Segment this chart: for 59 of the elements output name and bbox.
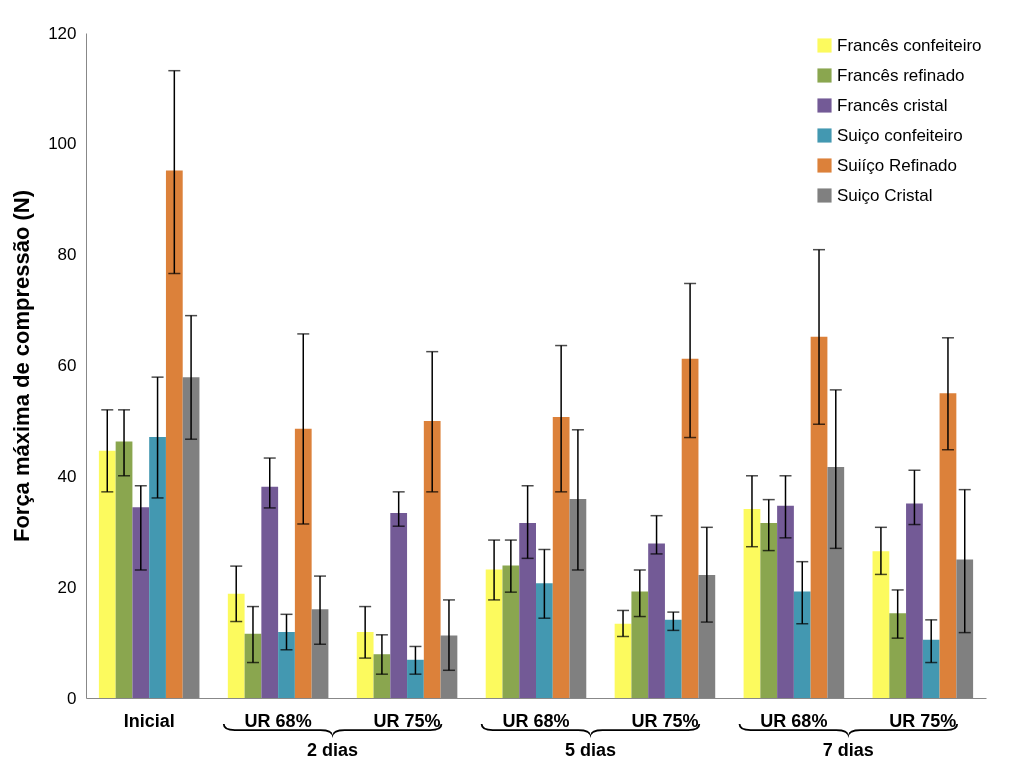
text: 2 dias	[307, 740, 359, 760]
y-axis-title: Força máxima de compressão (N)	[9, 189, 35, 543]
bar	[485, 569, 503, 698]
x-tick-label: Inicial	[123, 710, 175, 731]
legend-label: Francês cristal	[837, 95, 948, 115]
legend-label: Suiíço Refinado	[837, 155, 958, 175]
text: 7 dias	[822, 740, 874, 760]
bar	[423, 420, 441, 698]
y-tick-label: 100	[48, 134, 77, 154]
x-tick-label: UR 68%	[760, 710, 828, 731]
y-tick-label: 120	[48, 23, 77, 43]
x-tick-label: UR 75%	[889, 710, 957, 731]
y-tick-label: 20	[57, 577, 77, 597]
y-tick-label: 60	[57, 356, 77, 375]
bar	[149, 436, 166, 698]
bar	[631, 591, 649, 698]
bar	[872, 551, 890, 698]
bar	[356, 632, 374, 698]
x-tick-label: UR 75%	[631, 710, 699, 731]
bar	[115, 441, 133, 698]
legend-label: Suiço Cristal	[837, 185, 933, 205]
bar	[810, 336, 828, 698]
bar	[760, 522, 778, 698]
bar	[552, 417, 570, 698]
bar	[294, 428, 312, 698]
bar	[132, 507, 150, 698]
x-tick-label: UR 75%	[373, 710, 441, 731]
bar	[519, 522, 536, 698]
bar	[743, 509, 761, 698]
bar	[502, 565, 520, 698]
bar	[536, 583, 553, 698]
y-tick-label: 40	[57, 466, 77, 486]
legend-label: Francês refinado	[837, 65, 965, 85]
bar	[664, 619, 682, 698]
bar	[278, 632, 295, 698]
y-tick-label: 80	[57, 245, 77, 265]
bar	[165, 170, 183, 698]
x-tick-label: UR 68%	[244, 710, 312, 731]
bar	[939, 393, 957, 698]
legend-label: Suiço confeiteiro	[837, 125, 963, 145]
bar	[373, 654, 391, 698]
bar	[889, 613, 907, 698]
bar	[906, 503, 923, 698]
text: 5 dias	[564, 740, 616, 760]
bar	[614, 623, 632, 698]
bar	[922, 639, 940, 698]
bar	[227, 593, 245, 698]
bar	[98, 450, 116, 698]
legend-label: Francês confeiteiro	[837, 35, 982, 55]
bar	[777, 505, 794, 698]
x-tick-label: UR 68%	[502, 710, 570, 731]
bar	[681, 358, 699, 698]
y-tick-label: 0	[67, 688, 77, 708]
bar	[648, 543, 665, 698]
bar	[390, 512, 408, 698]
bar	[244, 633, 262, 698]
bar	[407, 659, 424, 698]
bar	[793, 591, 811, 698]
bar	[261, 486, 279, 698]
